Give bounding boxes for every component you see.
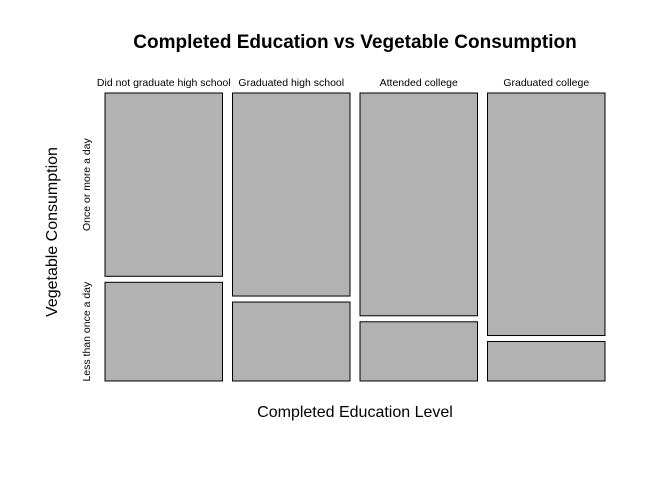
tile-attended-college-once-or-more-a-day (359, 92, 478, 317)
x-axis-title: Completed Education Level (257, 404, 453, 421)
y-axis-title: Vegetable Consumption (44, 147, 61, 317)
tile-did-not-graduate-high-school-less-than-once-a-day (104, 281, 223, 382)
column-label-attended-college: Attended college (380, 77, 458, 89)
tile-graduated-high-school-once-or-more-a-day (232, 92, 351, 297)
row-label-less-than-once-a-day: Less than once a day (81, 281, 93, 382)
tile-graduated-college-less-than-once-a-day (487, 341, 606, 382)
column-labels: Did not graduate high school Graduated hi… (97, 77, 589, 89)
row-label-once-or-more-a-day: Once or more a day (81, 138, 93, 232)
column-label-did-not-graduate-high-school: Did not graduate high school (97, 77, 231, 89)
tile-graduated-college-once-or-more-a-day (487, 92, 606, 337)
tile-attended-college-less-than-once-a-day (359, 321, 478, 382)
column-label-graduated-college: Graduated college (503, 77, 589, 89)
chart-title: Completed Education vs Vegetable Consump… (133, 32, 576, 53)
column-label-graduated-high-school: Graduated high school (238, 77, 344, 89)
tile-did-not-graduate-high-school-once-or-more-a-day (104, 92, 223, 277)
row-labels: Less than once a day Once or more a day (81, 138, 93, 382)
tile-graduated-high-school-less-than-once-a-day (232, 301, 351, 382)
mosaic-tiles (104, 92, 606, 382)
